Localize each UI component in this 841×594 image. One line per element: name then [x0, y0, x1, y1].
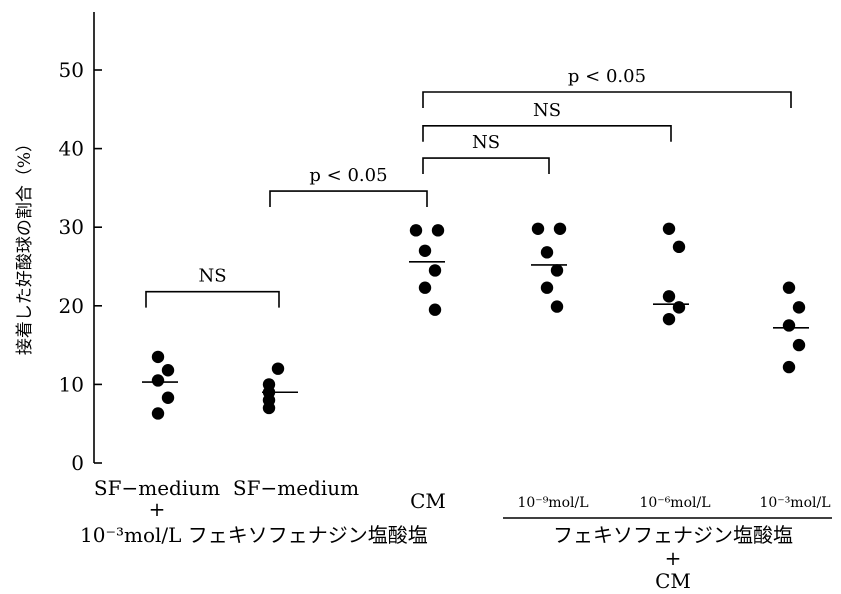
comparison-label: p < 0.05: [568, 66, 646, 87]
data-point: [782, 281, 796, 294]
data-point: [782, 360, 796, 374]
data-point: [672, 240, 686, 254]
category-label: +: [149, 497, 166, 521]
data-point: [553, 222, 567, 235]
y-tick-label: 50: [59, 58, 84, 82]
data-point: [792, 338, 806, 352]
comparison-label: NS: [198, 266, 226, 287]
axes: 0 10 20 30 40 50 接着した好酸球の割合（%）: [15, 12, 102, 475]
group-label: フェキソフェナジン塩酸塩: [553, 523, 793, 547]
data-point: [662, 290, 676, 303]
data-point: [782, 319, 796, 332]
data-point: [151, 374, 165, 387]
data-point: [662, 222, 676, 235]
data-point: [428, 264, 442, 277]
data-point: [409, 224, 423, 237]
category-label: SF−medium: [233, 476, 359, 500]
data-points: [142, 222, 809, 420]
data-point: [540, 281, 554, 294]
comparison-bracket: [422, 125, 672, 142]
group-label: CM: [655, 569, 691, 593]
data-point: [792, 301, 806, 314]
data-point: [672, 301, 686, 314]
data-point: [550, 300, 564, 313]
data-point: [431, 224, 445, 237]
y-tick-label: 10: [59, 372, 84, 396]
comparison-bracket: [422, 157, 550, 175]
data-point: [531, 222, 545, 235]
significance-brackets: NS p < 0.05 NS NS p < 0.05: [145, 66, 792, 308]
category-label: 10⁻⁹mol/L: [517, 495, 588, 511]
comparison-bracket: [145, 290, 280, 308]
category-label: SF−medium: [94, 476, 220, 500]
comparison-label: NS: [533, 100, 561, 121]
data-point: [161, 364, 175, 377]
y-tick-label: 40: [59, 137, 84, 161]
data-point: [151, 350, 165, 364]
data-point: [151, 407, 165, 420]
comparison-bracket: [269, 190, 428, 208]
category-label: CM: [410, 489, 446, 513]
data-point: [540, 246, 554, 259]
group-label: 10⁻³mol/L フェキソフェナジン塩酸塩: [80, 523, 428, 547]
data-point: [418, 244, 432, 257]
category-label: 10⁻⁶mol/L: [639, 495, 710, 511]
data-point: [550, 264, 564, 277]
y-tick-label: 20: [59, 294, 84, 318]
data-point: [428, 303, 442, 316]
data-point: [271, 362, 285, 375]
data-point: [161, 391, 175, 404]
y-tick-label: 30: [59, 215, 84, 239]
data-point: [662, 312, 676, 326]
category-label: 10⁻³mol/L: [759, 495, 830, 511]
y-axis-label: 接着した好酸球の割合（%）: [15, 135, 35, 355]
comparison-label: NS: [472, 132, 500, 153]
y-tick-label: 0: [71, 451, 84, 475]
comparison-label: p < 0.05: [309, 165, 387, 186]
comparison-bracket: [422, 91, 792, 109]
group-label: +: [665, 546, 682, 570]
data-point: [418, 281, 432, 294]
data-point: [262, 401, 276, 415]
